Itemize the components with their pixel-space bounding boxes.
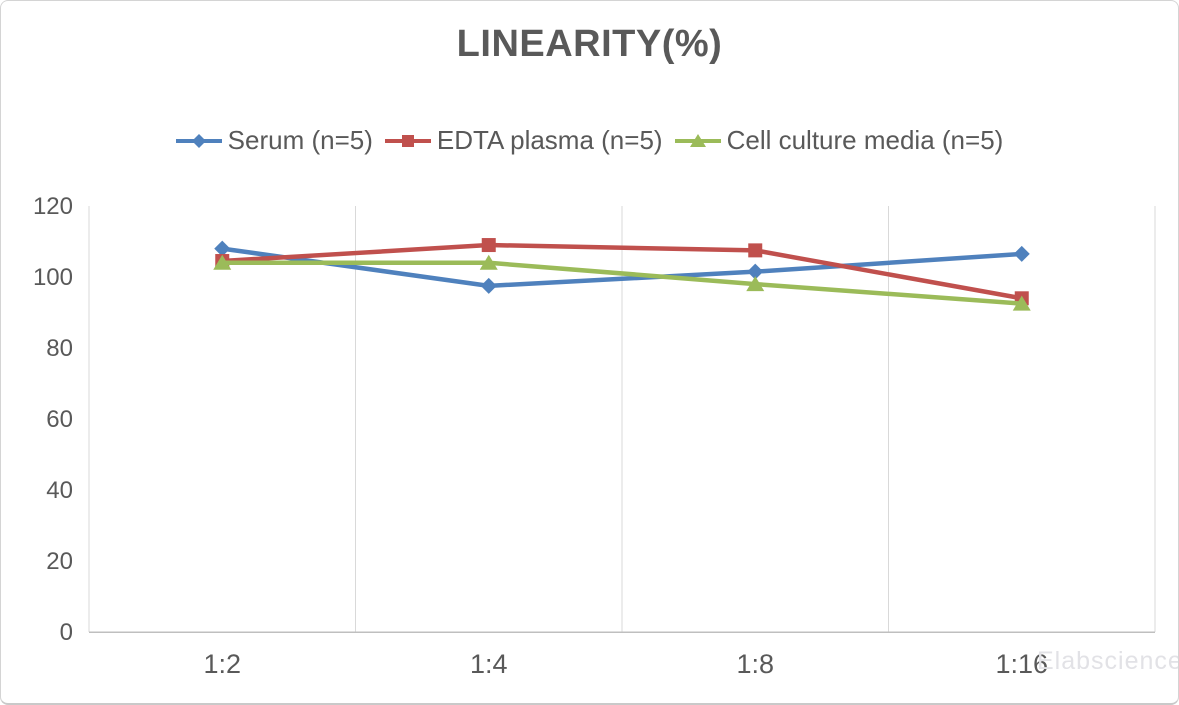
legend-item: Cell culture media (n=5) [674, 125, 1004, 156]
marker-diamond [747, 263, 764, 280]
legend-label: Serum (n=5) [227, 125, 373, 155]
chart-title: LINEARITY(%) [456, 23, 723, 65]
legend-item: Serum (n=5) [175, 125, 373, 156]
marker-square [481, 238, 496, 253]
series-line [220, 242, 1024, 301]
x-tick-label: 1:8 [736, 649, 774, 679]
legend-marker-icon [384, 134, 431, 147]
legend-label: Cell culture media (n=5) [726, 125, 1004, 155]
marker-triangle [479, 254, 498, 270]
y-tick-label: 20 [46, 548, 73, 575]
legend-marker-icon [175, 133, 222, 148]
marker-diamond [480, 277, 497, 294]
y-tick-label: 0 [60, 619, 73, 646]
marker-square [748, 243, 763, 258]
series-line [220, 260, 1024, 306]
y-tick-label: 40 [46, 477, 73, 504]
marker-triangle [689, 133, 706, 147]
legend-item: EDTA plasma (n=5) [384, 125, 663, 156]
x-tick-label: 1:16 [995, 649, 1048, 679]
marker-triangle [213, 254, 232, 270]
marker-diamond [214, 240, 231, 257]
x-tick-label: 1:4 [470, 649, 508, 679]
marker-triangle [1012, 295, 1031, 311]
legend-label: EDTA plasma (n=5) [436, 125, 663, 155]
marker-square [401, 134, 414, 147]
y-tick-label: 120 [33, 193, 73, 220]
series-line [220, 246, 1024, 289]
marker-triangle [746, 276, 765, 292]
y-tick-label: 60 [46, 406, 73, 433]
marker-diamond [1013, 245, 1030, 262]
legend: Serum (n=5) EDTA plasma (n=5) Cell culture… [1, 125, 1178, 156]
legend-marker-icon [674, 133, 721, 147]
marker-diamond [191, 133, 206, 148]
y-tick-label: 80 [46, 335, 73, 362]
x-tick-label: 1:2 [203, 649, 241, 679]
y-tick-label: 100 [33, 264, 73, 291]
